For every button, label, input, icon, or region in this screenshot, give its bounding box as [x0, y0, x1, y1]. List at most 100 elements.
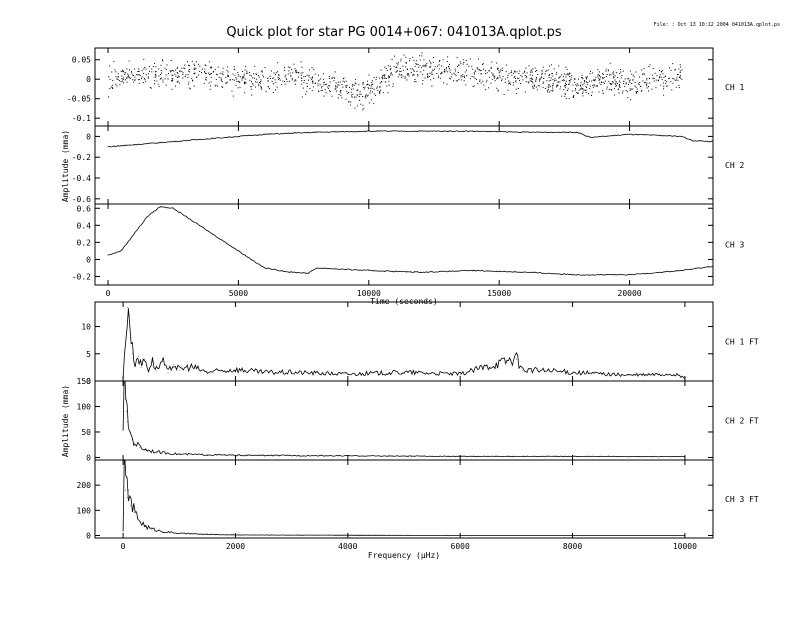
- data-point: [406, 69, 408, 71]
- data-point: [569, 73, 571, 74]
- data-point: [535, 86, 537, 88]
- data-point: [539, 85, 541, 87]
- data-point: [668, 77, 670, 79]
- data-point: [172, 207, 174, 209]
- data-point: [417, 63, 419, 65]
- data-point: [547, 91, 549, 93]
- data-point: [271, 80, 273, 82]
- data-point: [149, 70, 150, 72]
- data-point: [568, 83, 570, 85]
- data-point: [414, 65, 416, 67]
- data-point: [497, 76, 499, 78]
- data-point: [550, 77, 552, 79]
- data-point: [207, 454, 208, 456]
- data-point: [451, 73, 453, 75]
- data-point: [232, 79, 234, 81]
- data-point: [238, 136, 239, 137]
- data-point: [439, 77, 441, 79]
- x-tick-label: 2000: [226, 542, 245, 551]
- data-point: [666, 81, 668, 83]
- data-point: [589, 73, 591, 75]
- data-point: [177, 73, 179, 75]
- data-point: [312, 82, 314, 84]
- data-point: [178, 76, 180, 78]
- data-point: [547, 89, 549, 91]
- data-point: [384, 66, 386, 68]
- data-point: [284, 67, 286, 69]
- data-point: [613, 77, 615, 79]
- data-point: [379, 92, 381, 94]
- data-point: [138, 79, 140, 80]
- data-point: [368, 74, 370, 76]
- data-point: [129, 69, 130, 71]
- data-point: [234, 68, 235, 70]
- data-point: [515, 78, 516, 79]
- data-point: [291, 79, 293, 81]
- data-point: [529, 74, 531, 76]
- data-point: [226, 81, 228, 83]
- data-point: [118, 80, 120, 82]
- data-point: [564, 93, 566, 95]
- data-point: [130, 77, 132, 79]
- data-point: [404, 77, 406, 79]
- data-point: [602, 92, 604, 94]
- data-point: [473, 85, 475, 87]
- data-point: [432, 73, 434, 75]
- data-point: [162, 60, 164, 62]
- data-point: [509, 82, 510, 84]
- data-point: [660, 70, 662, 72]
- data-point: [403, 372, 405, 374]
- data-point: [217, 74, 219, 76]
- data-point: [158, 85, 160, 87]
- data-point: [135, 364, 136, 366]
- data-point: [128, 315, 130, 316]
- data-point: [585, 89, 587, 91]
- data-point: [107, 254, 109, 256]
- data-point: [586, 81, 587, 83]
- data-point: [244, 78, 246, 80]
- data-point: [329, 77, 330, 79]
- data-point: [674, 79, 676, 81]
- data-point: [525, 81, 527, 83]
- data-point: [193, 73, 195, 74]
- data-point: [502, 76, 504, 77]
- data-point: [531, 78, 533, 80]
- data-point: [637, 83, 639, 85]
- data-point: [458, 79, 460, 81]
- data-point: [340, 92, 342, 94]
- data-point: [570, 77, 572, 79]
- data-point: [578, 89, 580, 91]
- data-point: [348, 92, 350, 94]
- data-point: [552, 84, 554, 86]
- data-point: [568, 83, 569, 85]
- data-point: [582, 88, 584, 90]
- data-point: [445, 70, 447, 72]
- data-point: [614, 94, 616, 96]
- data-point: [552, 89, 554, 91]
- data-point: [117, 73, 119, 75]
- x-tick-label: 10000: [357, 289, 381, 298]
- data-point: [258, 83, 260, 85]
- data-point: [627, 97, 629, 99]
- data-point: [133, 442, 135, 444]
- data-point: [286, 81, 288, 83]
- data-point: [373, 77, 375, 78]
- data-point: [367, 94, 369, 96]
- data-point: [188, 64, 190, 66]
- data-point: [171, 88, 173, 90]
- data-point: [648, 86, 649, 88]
- data-point: [379, 86, 381, 88]
- data-point: [238, 80, 240, 82]
- data-point: [488, 70, 490, 72]
- data-point: [421, 52, 423, 54]
- data-point: [662, 70, 664, 72]
- data-point: [423, 69, 425, 71]
- data-point: [151, 68, 153, 70]
- data-point: [162, 531, 163, 533]
- data-point: [250, 88, 252, 90]
- data-point: [612, 72, 614, 74]
- data-point: [182, 77, 184, 79]
- data-point: [245, 65, 247, 67]
- data-point: [619, 86, 621, 88]
- data-point: [430, 79, 432, 81]
